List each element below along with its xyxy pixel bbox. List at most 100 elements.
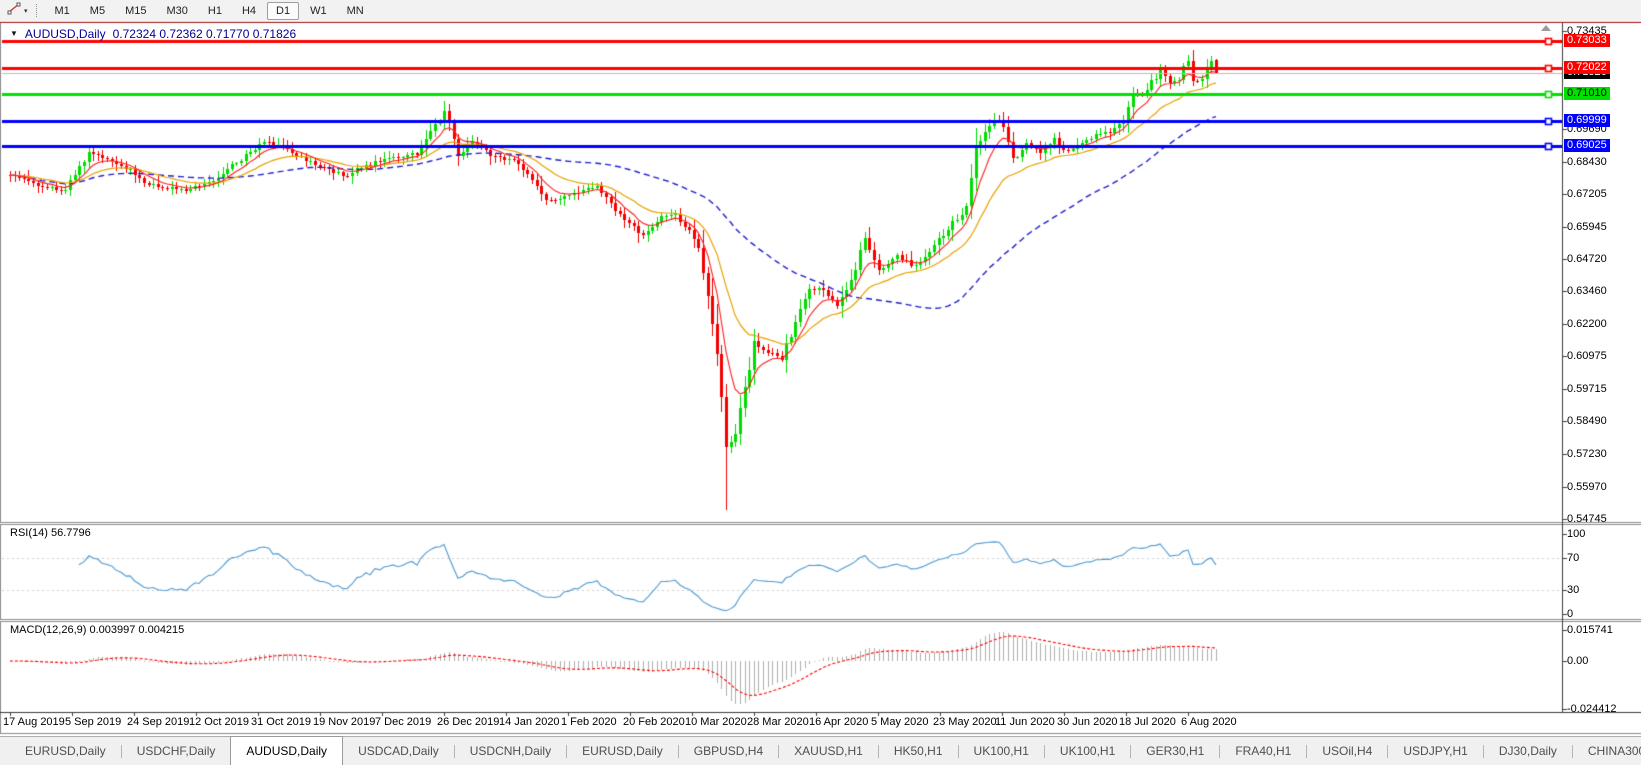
date-label: 19 Nov 2019 <box>313 716 376 728</box>
price-level-badge: 0.73033 <box>1564 34 1610 47</box>
date-label: 10 Mar 2020 <box>685 716 747 728</box>
date-label: 5 Sep 2019 <box>65 716 122 728</box>
rsi-panel-label: RSI(14) 56.7796 <box>10 527 91 539</box>
timeframe-button-H1[interactable]: H1 <box>207 4 222 17</box>
draw-tools-group[interactable]: ▾ <box>5 1 30 20</box>
chart-title-ohlc: 0.72324 0.72362 0.71770 0.71826 <box>112 27 297 41</box>
timeframe-button-M30[interactable]: M30 <box>166 4 188 17</box>
toolbar-grip[interactable] <box>35 4 37 17</box>
date-label: 30 Jun 2020 <box>1057 716 1118 728</box>
tab-separator <box>453 744 455 758</box>
date-label: 5 May 2020 <box>871 716 929 728</box>
price-level-badge: 0.71010 <box>1564 87 1610 100</box>
date-label: 11 Jun 2020 <box>995 716 1055 728</box>
timeframe-button-M5[interactable]: M5 <box>89 4 106 17</box>
timeframe-button-D1[interactable]: D1 <box>267 1 300 20</box>
rsi-tick-label: 30 <box>1567 584 1580 596</box>
tab-EURUSD-Daily[interactable]: EURUSD,Daily <box>582 744 663 758</box>
date-label: 24 Sep 2019 <box>127 716 190 728</box>
timeframe-button-MN[interactable]: MN <box>346 4 364 17</box>
tab-separator <box>1043 744 1045 758</box>
tab-separator <box>877 744 879 758</box>
date-label: 23 May 2020 <box>933 716 997 728</box>
macd-tick-label: -0.024412 <box>1567 703 1617 715</box>
tab-separator <box>1219 744 1221 758</box>
tab-separator <box>566 744 568 758</box>
tab-separator <box>957 744 959 758</box>
date-label: 1 Feb 2020 <box>561 716 617 728</box>
rsi-tick-label: 100 <box>1567 528 1586 540</box>
tab-UK100-H1[interactable]: UK100,H1 <box>973 744 1029 758</box>
date-label: 17 Aug 2019 <box>3 716 65 728</box>
chevron-down-icon[interactable]: ▾ <box>24 7 28 15</box>
price-tick-label: 0.63460 <box>1567 285 1607 297</box>
tab-USOil-H4[interactable]: USOil,H4 <box>1322 744 1373 758</box>
tab-DJ30-Daily[interactable]: DJ30,Daily <box>1498 744 1557 758</box>
chart-tab-bar: EURUSD,Daily USDCHF,Daily AUDUSD,Daily USDC… <box>0 736 1641 765</box>
tab-HK50-H1[interactable]: HK50,H1 <box>893 744 943 758</box>
tab-GER30-H1[interactable]: GER30,H1 <box>1146 744 1205 758</box>
tab-separator <box>1306 744 1308 758</box>
chart-shift-marker-icon[interactable] <box>1541 25 1551 31</box>
tab-separator <box>1130 744 1132 758</box>
tab-GBPUSD-H4[interactable]: GBPUSD,H4 <box>693 744 764 758</box>
price-tick-label: 0.57230 <box>1567 448 1607 460</box>
timeframe-button-M1[interactable]: M1 <box>54 4 70 17</box>
tab-USDJPY-H1[interactable]: USDJPY,H1 <box>1403 744 1468 758</box>
tab-UK100-H1[interactable]: UK100,H1 <box>1059 744 1116 758</box>
macd-panel-label: MACD(12,26,9) 0.003997 0.004215 <box>10 624 185 636</box>
tab-AUDUSD-Daily[interactable]: AUDUSD,Daily <box>230 736 344 765</box>
price-level-badge: 0.72022 <box>1564 61 1610 74</box>
price-tick-label: 0.67205 <box>1567 188 1607 200</box>
macd-tick-label: 0.015741 <box>1567 624 1613 636</box>
date-label: 6 Aug 2020 <box>1181 716 1237 728</box>
tab-XAUUSD-H1[interactable]: XAUUSD,H1 <box>794 744 863 758</box>
chart-title-symbol: AUDUSD,Daily <box>24 27 106 41</box>
date-label: 26 Dec 2019 <box>437 716 500 728</box>
date-label: 20 Feb 2020 <box>623 716 685 728</box>
price-tick-label: 0.55970 <box>1567 481 1607 493</box>
date-label: 28 Mar 2020 <box>747 716 809 728</box>
price-tick-label: 0.59715 <box>1567 383 1607 395</box>
trendline-draw-icon[interactable] <box>7 1 21 20</box>
date-label: 18 Jul 2020 <box>1119 716 1176 728</box>
price-tick-label: 0.64720 <box>1567 253 1607 265</box>
date-label: 14 Jan 2020 <box>499 716 560 728</box>
tab-USDCNH-Daily[interactable]: USDCNH,Daily <box>469 744 552 758</box>
date-label: 7 Dec 2019 <box>375 716 432 728</box>
rsi-tick-label: 0 <box>1567 608 1574 620</box>
rsi-tick-label: 70 <box>1567 552 1580 564</box>
tab-separator <box>677 744 679 758</box>
tab-CHINA300-H1[interactable]: CHINA300,H1 <box>1587 744 1641 758</box>
price-tick-label: 0.65945 <box>1567 221 1607 233</box>
tab-USDCHF-Daily[interactable]: USDCHF,Daily <box>136 744 216 758</box>
price-tick-label: 0.68430 <box>1567 156 1607 168</box>
price-level-badge: 0.69999 <box>1564 114 1610 127</box>
chart-title: ▼ AUDUSD,Daily 0.72324 0.72362 0.71770 0… <box>10 27 296 41</box>
macd-tick-label: 0.00 <box>1567 655 1589 667</box>
toolbar: ▾ M1 M5 M15 M30 H1 H4 D1 W1 MN <box>0 0 1641 22</box>
tab-separator <box>778 744 780 758</box>
timeframe-button-H4[interactable]: H4 <box>241 4 257 17</box>
tab-separator <box>1571 744 1573 758</box>
price-tick-label: 0.54745 <box>1567 513 1607 525</box>
price-level-badge: 0.69025 <box>1564 139 1610 152</box>
date-label: 12 Oct 2019 <box>189 716 249 728</box>
timeframe-buttons: M1 M5 M15 M30 H1 H4 D1 W1 MN <box>45 1 374 20</box>
price-tick-label: 0.62200 <box>1567 318 1607 330</box>
tab-EURUSD-Daily[interactable]: EURUSD,Daily <box>25 744 106 758</box>
price-tick-label: 0.58490 <box>1567 415 1607 427</box>
tab-FRA40-H1[interactable]: FRA40,H1 <box>1235 744 1292 758</box>
chart-menu-arrow-icon[interactable]: ▼ <box>10 29 18 38</box>
price-tick-label: 0.60975 <box>1567 350 1607 362</box>
tab-separator <box>1482 744 1484 758</box>
date-label: 31 Oct 2019 <box>251 716 311 728</box>
timeframe-button-W1[interactable]: W1 <box>310 4 327 17</box>
tab-USDCAD-Daily[interactable]: USDCAD,Daily <box>358 744 439 758</box>
date-label: 16 Apr 2020 <box>809 716 869 728</box>
tab-separator <box>1387 744 1389 758</box>
tab-separator <box>120 744 122 758</box>
timeframe-button-M15[interactable]: M15 <box>125 4 147 17</box>
